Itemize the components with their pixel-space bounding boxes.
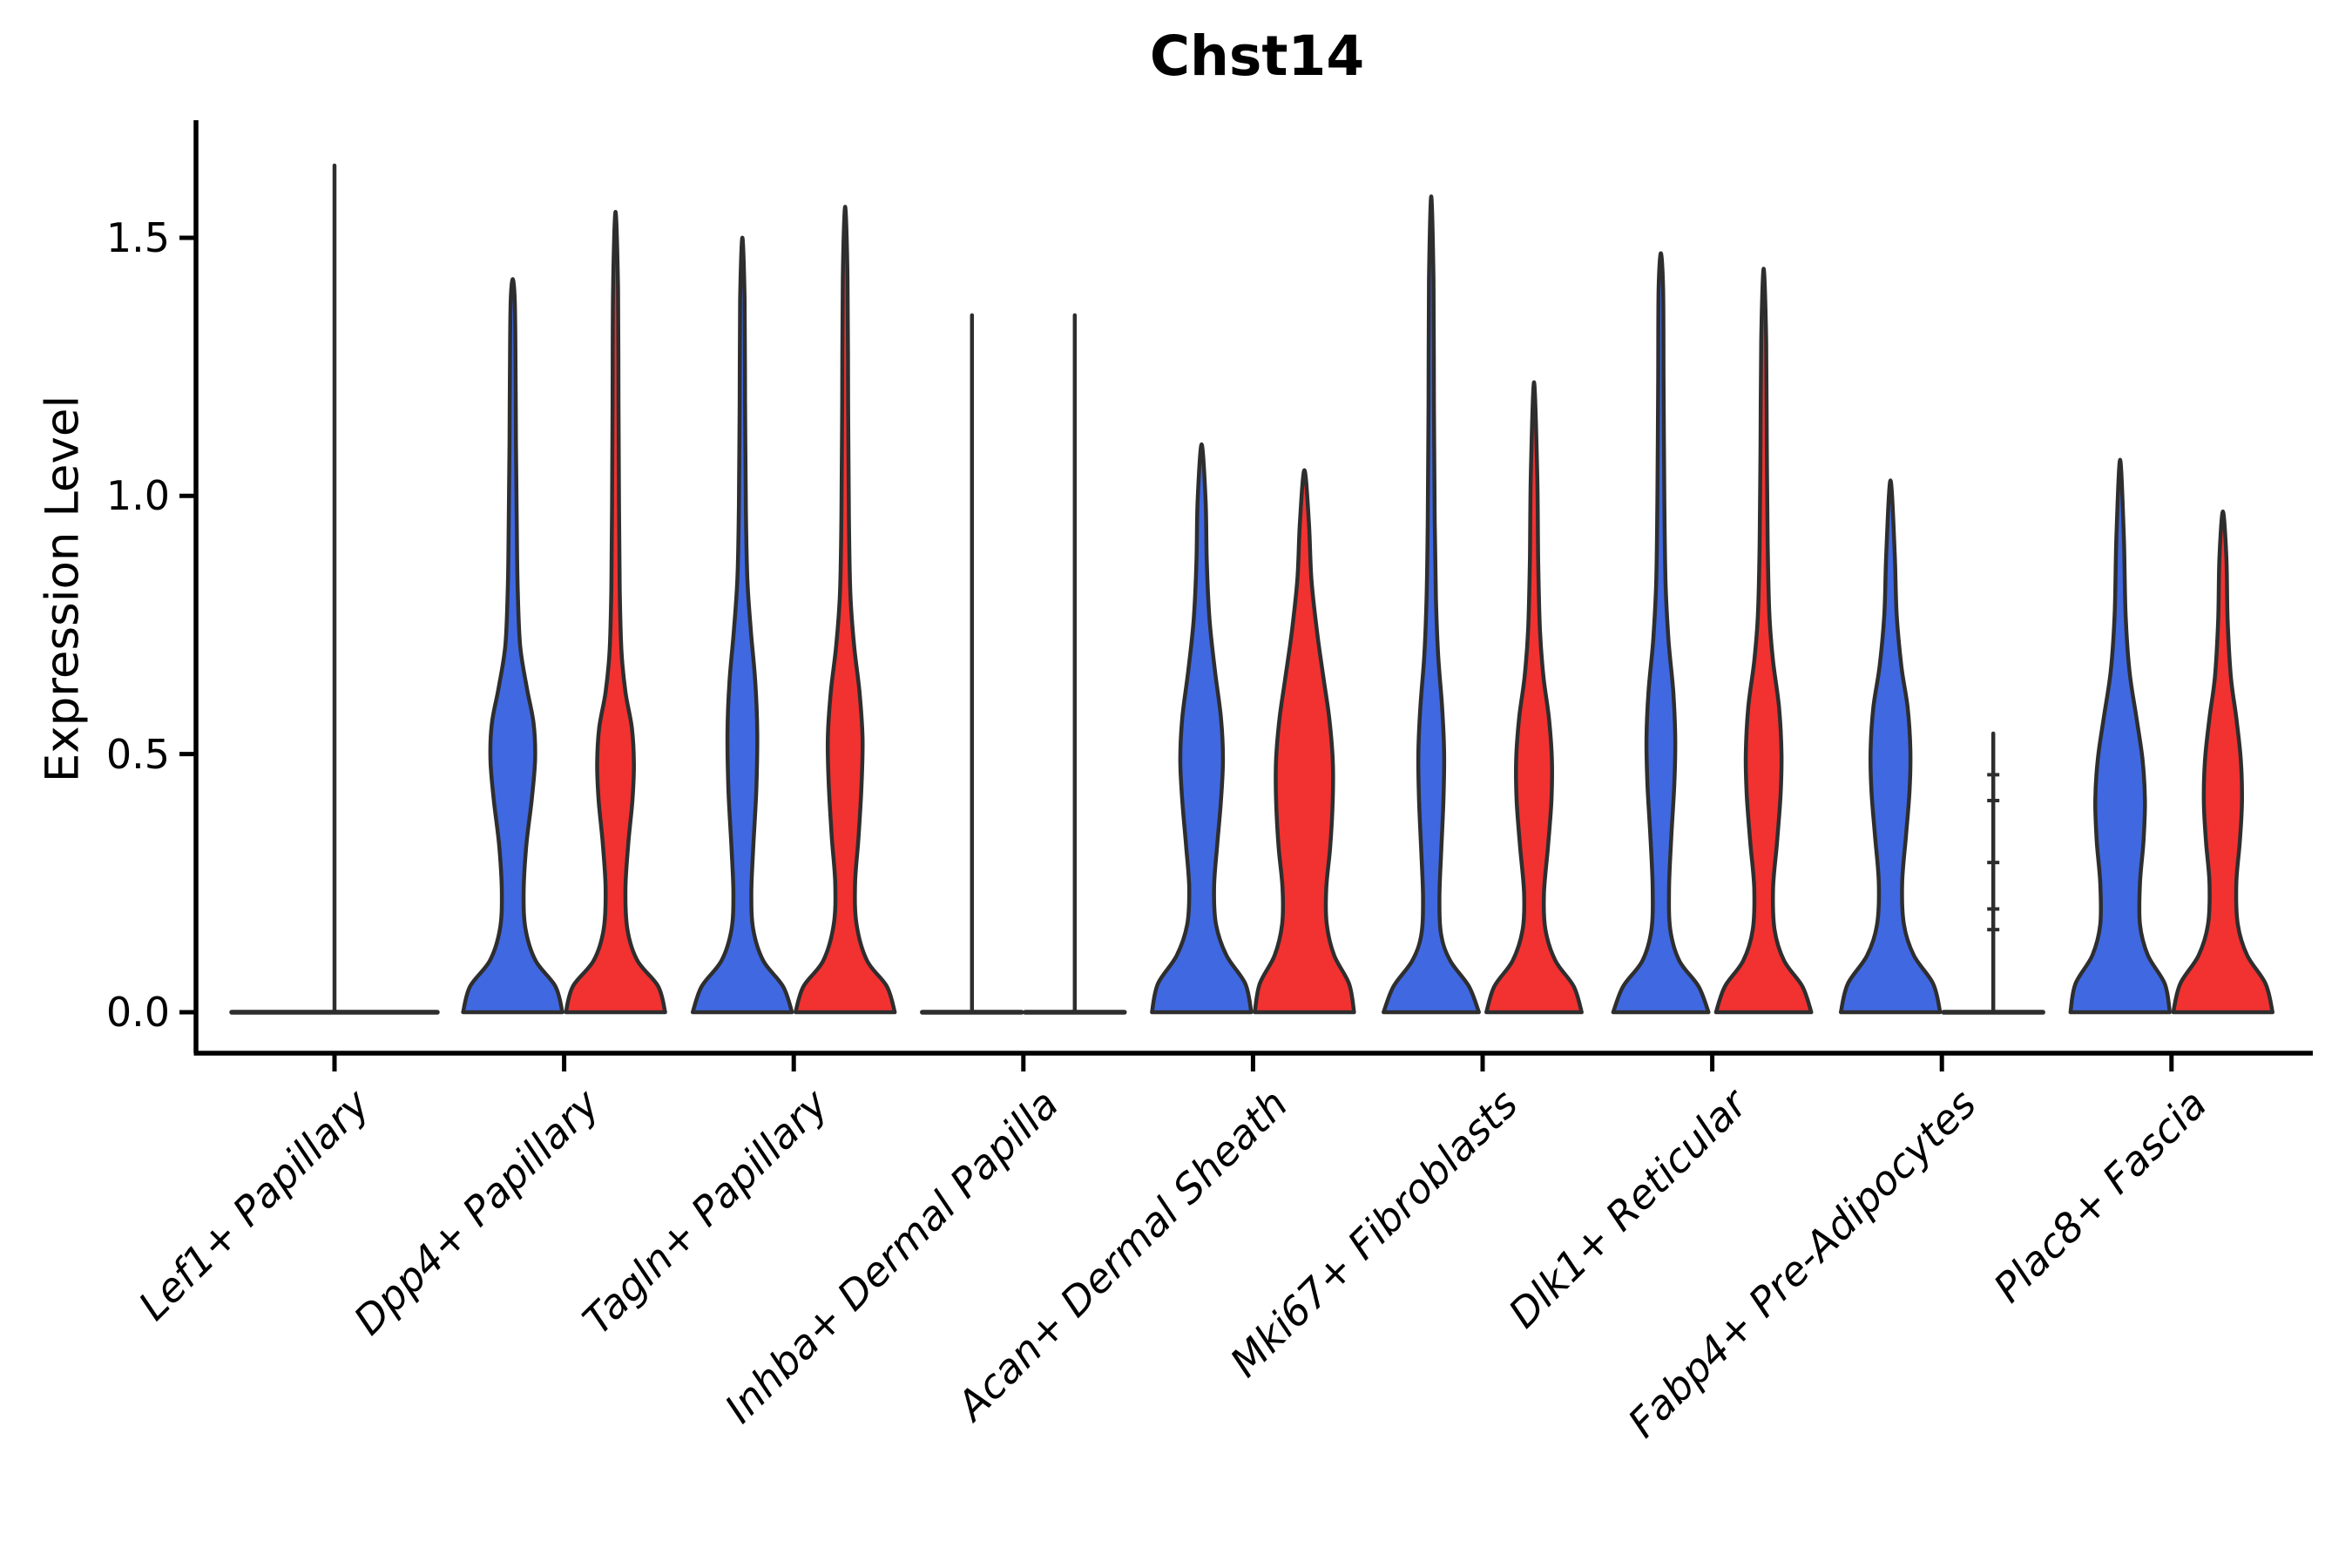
violin-dlk1-reticular-blue [1611,251,1711,1015]
plot-title: Chst14 [1149,24,1365,88]
violin-mki67-fibroblasts-red [1484,380,1584,1015]
violin-dlk1-reticular-red [1713,267,1814,1015]
violin-tagln-papillary-red [793,205,897,1015]
violin-tagln-papillary-blue [690,235,794,1015]
y-tick-label-1.5: 1.5 [105,214,170,261]
y-tick-label-0.0: 0.0 [105,989,170,1036]
violin-dpp4-papillary-blue [461,277,564,1015]
y-tick-label-0.5: 0.5 [105,731,170,778]
violin-acan-dermal-sheath-blue [1150,442,1254,1015]
violin-mki67-fibroblasts-blue [1382,194,1481,1015]
violin-dpp4-papillary-red [564,210,667,1015]
violin-plac8-fascia-blue [2068,457,2173,1015]
y-tick-label-1.0: 1.0 [105,472,170,519]
violin-acan-dermal-sheath-red [1253,468,1356,1015]
violin-plac8-fascia-red [2171,509,2275,1015]
y-axis-label: Expression Level [36,395,90,783]
violin-fabp4-pre-adipocytes-blue [1838,478,1943,1015]
